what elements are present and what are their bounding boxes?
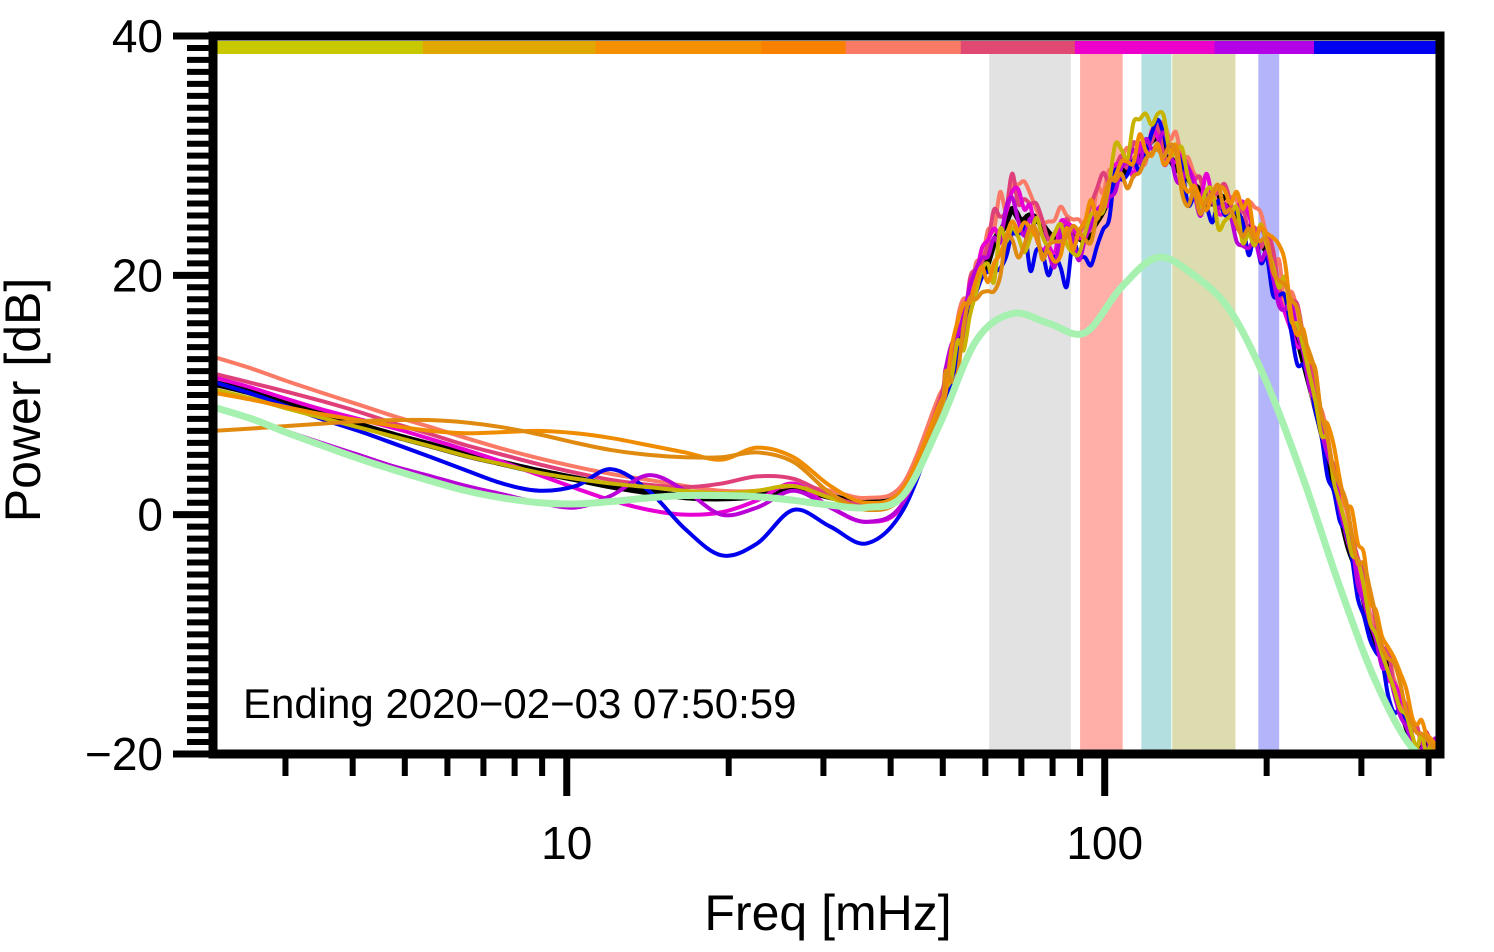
- colorbar-segment-4: [845, 41, 962, 54]
- x-tick-label: 100: [1066, 817, 1143, 869]
- y-tick-label: −20: [85, 728, 163, 780]
- plot-frame: [208, 31, 1445, 759]
- colorbar-segment-5: [960, 41, 1076, 54]
- colorbar-segment-0: [213, 41, 424, 54]
- ending-timestamp-annotation: Ending 2020−02−03 07:50:59: [243, 680, 797, 727]
- curve-spectrum-8: [213, 142, 1440, 754]
- frame-left: [208, 31, 218, 759]
- colorbar-segment-6: [1074, 41, 1216, 54]
- colorbar-segment-3: [761, 41, 847, 54]
- curve-spectrum-9-low: [213, 253, 1440, 754]
- axis-ticks: [173, 32, 1432, 796]
- frame-bottom: [208, 749, 1445, 759]
- band-pink: [1080, 50, 1123, 754]
- colorbar-segment-7: [1214, 41, 1316, 54]
- y-tick-label: 40: [112, 10, 163, 62]
- frame-top: [208, 31, 1445, 41]
- y-tick-label: 20: [112, 249, 163, 301]
- top-colorbar: [213, 41, 1441, 54]
- frame-right: [1435, 31, 1445, 759]
- axis-tick-labels: 40 20 0 −20 10 100: [85, 10, 1143, 869]
- curve-spectrum-4: [213, 117, 1440, 754]
- colorbar-segment-1: [422, 41, 597, 54]
- band-teal: [1141, 50, 1172, 754]
- x-axis-label: Freq [mHz]: [704, 885, 951, 941]
- y-axis-label: Power [dB]: [0, 278, 51, 523]
- x-tick-label: 10: [541, 817, 592, 869]
- curve-spectrum-2: [213, 123, 1440, 754]
- band-gray: [989, 50, 1071, 754]
- y-tick-label: 0: [137, 489, 163, 541]
- colorbar-segment-8: [1314, 41, 1441, 54]
- spectrum-curves-group: [213, 109, 1440, 754]
- colorbar-segment-2: [595, 41, 763, 54]
